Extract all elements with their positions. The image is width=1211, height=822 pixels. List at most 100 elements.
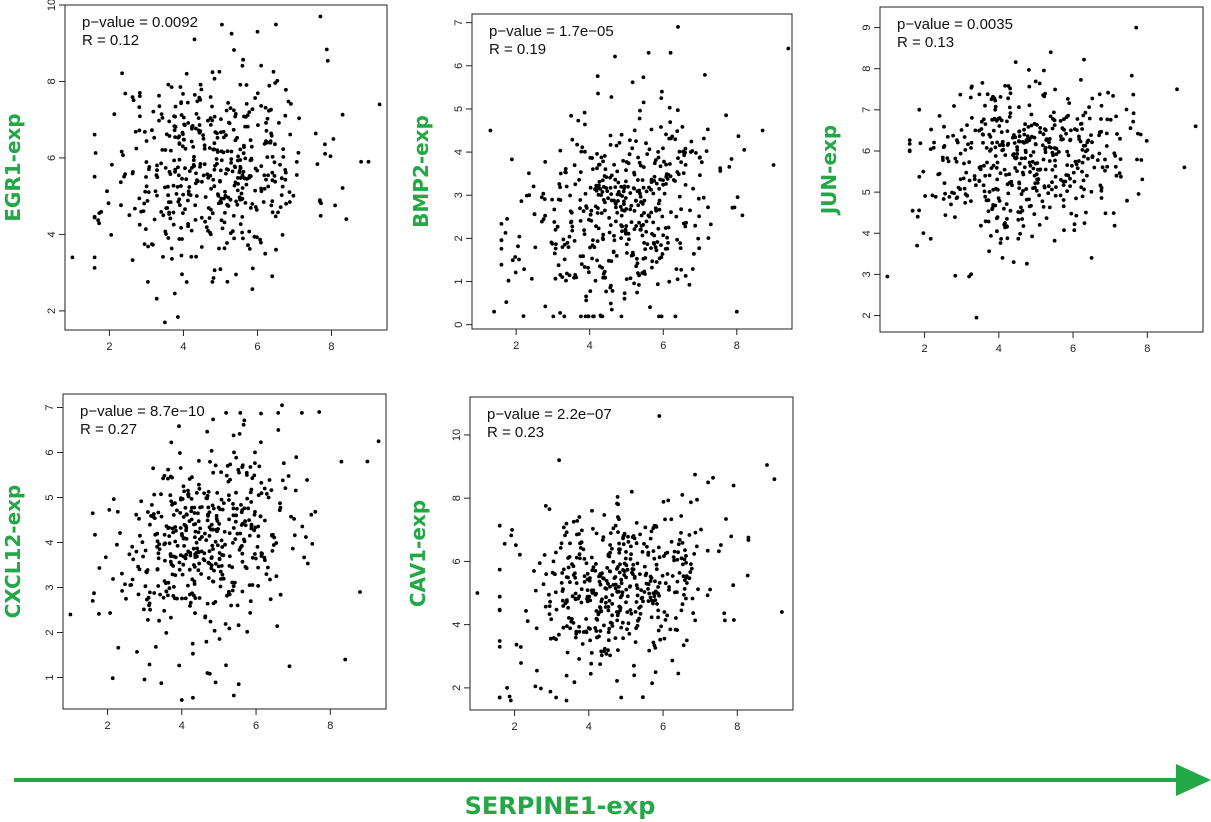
data-point: [591, 565, 596, 569]
data-point: [1037, 223, 1042, 227]
data-point: [1135, 157, 1139, 162]
data-point: [1027, 84, 1032, 89]
data-point: [148, 522, 152, 527]
data-point: [608, 531, 613, 535]
x-tick-label: 8: [328, 341, 334, 353]
data-point: [262, 486, 267, 491]
data-point: [659, 314, 664, 319]
data-point: [196, 550, 201, 555]
data-point: [1129, 73, 1134, 78]
data-point: [646, 550, 651, 555]
data-point: [218, 267, 223, 272]
data-point: [1144, 139, 1149, 143]
data-point: [92, 215, 97, 220]
data-point: [649, 127, 654, 132]
data-point: [177, 157, 182, 162]
data-point: [970, 116, 974, 120]
data-point: [291, 193, 296, 198]
data-point: [611, 559, 616, 564]
data-point: [247, 583, 252, 587]
data-point: [635, 586, 640, 591]
data-point: [163, 148, 168, 152]
data-point: [958, 187, 962, 192]
data-point: [633, 640, 638, 644]
data-point: [231, 541, 235, 545]
data-point: [656, 150, 660, 154]
data-point: [671, 555, 676, 559]
data-point: [1005, 236, 1010, 241]
data-point: [564, 521, 569, 526]
data-point: [323, 151, 327, 156]
data-point: [239, 503, 243, 507]
data-point: [933, 194, 938, 199]
data-point: [603, 275, 608, 280]
data-point: [293, 488, 298, 493]
y-tick-label: 4: [861, 230, 873, 236]
data-point: [514, 642, 519, 647]
data-point: [649, 246, 653, 251]
data-point: [666, 498, 671, 503]
data-point: [252, 473, 257, 478]
data-point: [595, 74, 600, 79]
data-point: [268, 577, 272, 582]
data-point: [771, 163, 776, 167]
data-point: [606, 638, 611, 643]
data-point: [1080, 160, 1085, 165]
data-point: [665, 572, 670, 576]
data-point: [566, 575, 570, 580]
data-point: [227, 493, 231, 498]
data-point: [217, 522, 222, 526]
data-point: [144, 175, 148, 179]
data-point: [208, 619, 213, 624]
data-point: [585, 588, 590, 593]
data-point: [1028, 163, 1033, 168]
data-point: [240, 521, 245, 526]
data-point: [236, 682, 241, 687]
data-point: [163, 558, 167, 563]
data-point: [648, 536, 653, 541]
data-point: [649, 598, 654, 603]
data-point: [278, 592, 283, 597]
data-point: [227, 120, 231, 125]
data-point: [915, 243, 919, 248]
data-point: [145, 199, 150, 203]
data-point: [228, 477, 233, 482]
data-point: [547, 507, 552, 511]
data-point: [554, 695, 558, 700]
data-point: [711, 475, 715, 480]
data-point: [195, 99, 200, 104]
data-point: [1013, 156, 1018, 161]
data-point: [213, 561, 218, 566]
data-point: [543, 504, 548, 508]
data-point: [164, 589, 169, 594]
data-point: [559, 581, 564, 585]
data-point: [162, 532, 167, 537]
data-point: [608, 653, 612, 658]
data-point: [270, 154, 275, 159]
data-point: [206, 228, 210, 233]
data-point: [202, 491, 207, 496]
data-point: [253, 450, 257, 455]
data-point: [983, 103, 987, 108]
data-point: [170, 526, 175, 531]
data-point: [1005, 143, 1010, 147]
y-tick-label: 2: [453, 235, 465, 241]
data-point: [594, 562, 598, 566]
r-annotation: R = 0.12: [82, 32, 139, 49]
data-point: [665, 235, 669, 240]
data-point: [640, 202, 645, 206]
data-point: [619, 581, 624, 586]
data-point: [510, 528, 514, 532]
data-point: [1042, 184, 1047, 189]
data-point: [192, 154, 196, 159]
y-tick-label: 2: [451, 685, 463, 691]
data-point: [576, 118, 581, 123]
data-point: [598, 582, 603, 587]
data-point: [1070, 163, 1074, 168]
data-point: [605, 189, 610, 194]
data-point: [179, 698, 184, 702]
data-point: [130, 258, 135, 263]
data-point: [183, 166, 187, 171]
data-point: [1031, 166, 1036, 171]
